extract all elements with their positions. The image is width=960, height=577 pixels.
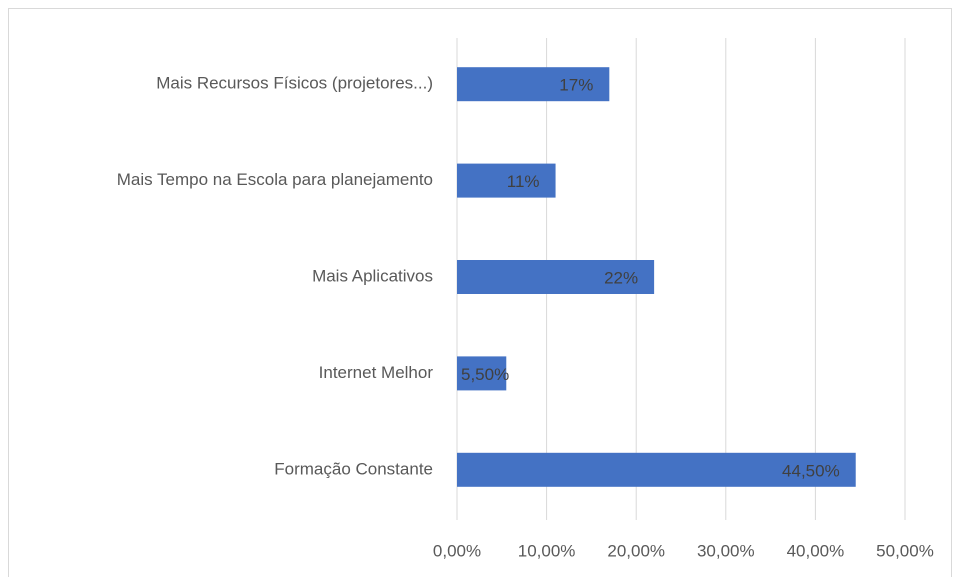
y-tick-label: Mais Recursos Físicos (projetores...) [156,74,433,93]
y-tick-label: Mais Tempo na Escola para planejamento [117,170,433,189]
bar [457,67,610,102]
bar [457,260,655,294]
data-label: 5,50% [461,365,509,384]
data-label: 17% [559,76,593,95]
y-tick-label: Mais Aplicativos [312,266,433,285]
bar [457,163,556,198]
x-tick-label: 10,00% [518,541,576,560]
bar [457,356,507,391]
x-tick-label: 20,00% [607,541,665,560]
data-label: 22% [604,268,638,287]
x-tick-label: 30,00% [697,541,755,560]
x-tick-label: 40,00% [787,541,845,560]
y-tick-label: Internet Melhor [319,363,434,382]
y-tick-label: Formação Constante [274,459,433,478]
data-label: 44,50% [782,461,840,480]
x-tick-label: 50,00% [876,541,934,560]
bar [457,452,856,487]
chart-border [8,8,952,577]
x-tick-label: 0,00% [433,541,481,560]
data-label: 11% [507,172,540,191]
